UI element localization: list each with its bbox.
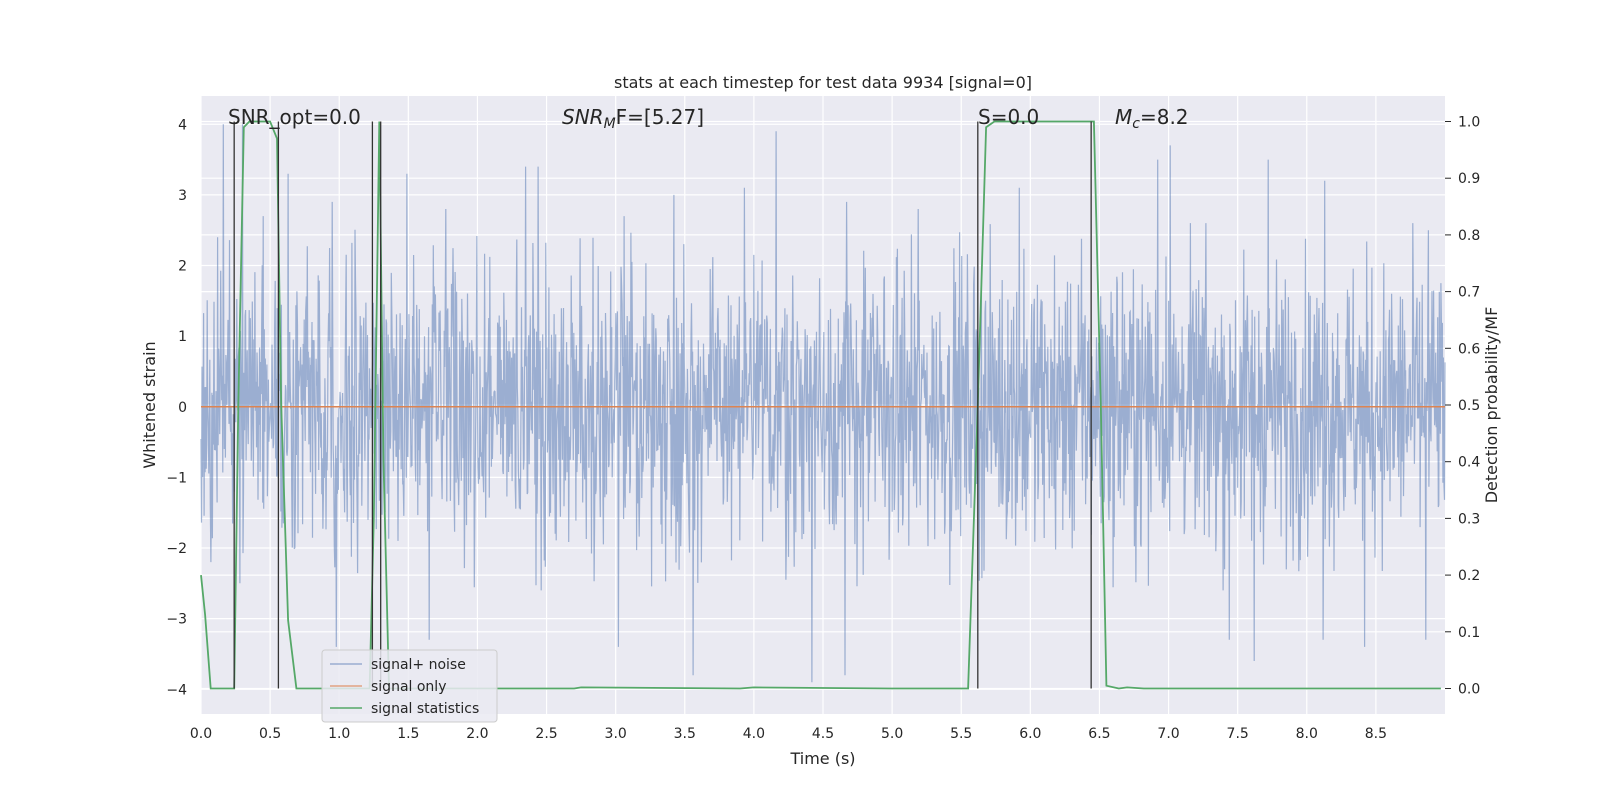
y2-tick-label: 0.7 (1458, 285, 1480, 301)
annotation-mc: Mc=8.2 (1115, 105, 1189, 132)
x-tick-label: 8.5 (1365, 726, 1387, 742)
y-tick-label: 3 (178, 188, 187, 204)
x-tick-label: 3.5 (674, 726, 696, 742)
y2-tick-label: 0.0 (1458, 681, 1480, 697)
x-tick-label: 7.5 (1227, 726, 1249, 742)
y2-tick-label: 0.3 (1458, 511, 1480, 527)
signal-plus-noise-series (200, 124, 1446, 683)
x-axis-ticks: 0.0 0.5 1.0 1.5 2.0 2.5 3.0 3.5 4.0 4.5 5.0 5.5 6.0 6… (190, 726, 1387, 742)
y-tick-label: −1 (166, 470, 187, 486)
x-tick-label: 2.5 (535, 726, 557, 742)
y2-tick-label: 1.0 (1458, 115, 1480, 131)
x-tick-label: 1.0 (328, 726, 350, 742)
y2-tick-label: 0.9 (1458, 171, 1480, 187)
y2-tick-label: 0.6 (1458, 341, 1480, 357)
y-axis-ticks: −4 −3 −2 −1 0 1 2 3 4 (166, 117, 187, 698)
x-tick-label: 0.0 (190, 726, 212, 742)
annotation-snr-opt: SNR_opt=0.0 (228, 105, 361, 129)
y2-tick-label: 0.4 (1458, 455, 1480, 471)
y2-tick-label: 0.2 (1458, 568, 1480, 584)
legend-box (321, 649, 498, 723)
x-tick-label: 0.5 (259, 726, 281, 742)
chart-title: stats at each timestep for test data 993… (614, 73, 1032, 92)
y2-axis-label: Detection probability/MF (1482, 307, 1501, 504)
x-tick-label: 6.0 (1019, 726, 1041, 742)
y2-tick-label: 0.5 (1458, 398, 1480, 414)
y2-tick-label: 0.8 (1458, 228, 1480, 244)
y-tick-label: −3 (166, 612, 187, 628)
y-axis-label: Whitened strain (140, 341, 159, 468)
y-tick-label: 0 (178, 400, 187, 416)
x-tick-label: 8.0 (1296, 726, 1318, 742)
legend-label-signal-only: signal only (371, 679, 446, 695)
x-tick-label: 4.0 (743, 726, 765, 742)
y-tick-label: −4 (166, 682, 187, 698)
x-tick-label: 7.0 (1157, 726, 1179, 742)
y2-axis-ticks: 0.0 0.1 0.2 0.3 0.4 0.5 0.6 0.7 0.8 0.9 1.0 (1445, 115, 1480, 697)
legend-label-signal-statistics: signal statistics (371, 701, 479, 717)
x-tick-label: 5.5 (950, 726, 972, 742)
y-tick-label: 2 (178, 259, 187, 275)
y-tick-label: 1 (178, 329, 187, 345)
y-tick-label: 4 (178, 117, 187, 133)
y-tick-label: −2 (166, 541, 187, 557)
vertical-marker-lines (233, 121, 1092, 689)
x-axis-label: Time (s) (789, 749, 855, 768)
x-tick-label: 4.5 (812, 726, 834, 742)
y2-tick-label: 0.1 (1458, 625, 1480, 641)
legend-label-signal-noise: signal+ noise (371, 657, 466, 673)
annotation-s: S=0.0 (978, 105, 1039, 129)
x-tick-label: 2.0 (466, 726, 488, 742)
x-tick-label: 3.0 (605, 726, 627, 742)
x-tick-label: 1.5 (397, 726, 419, 742)
series-line-signal-noise (200, 124, 1446, 683)
x-tick-label: 5.0 (881, 726, 903, 742)
x-tick-label: 6.5 (1088, 726, 1110, 742)
legend: signal+ noise signal only signal statist… (321, 649, 498, 723)
annotation-snr-mf: SNRMF=[5.27] (562, 105, 704, 132)
